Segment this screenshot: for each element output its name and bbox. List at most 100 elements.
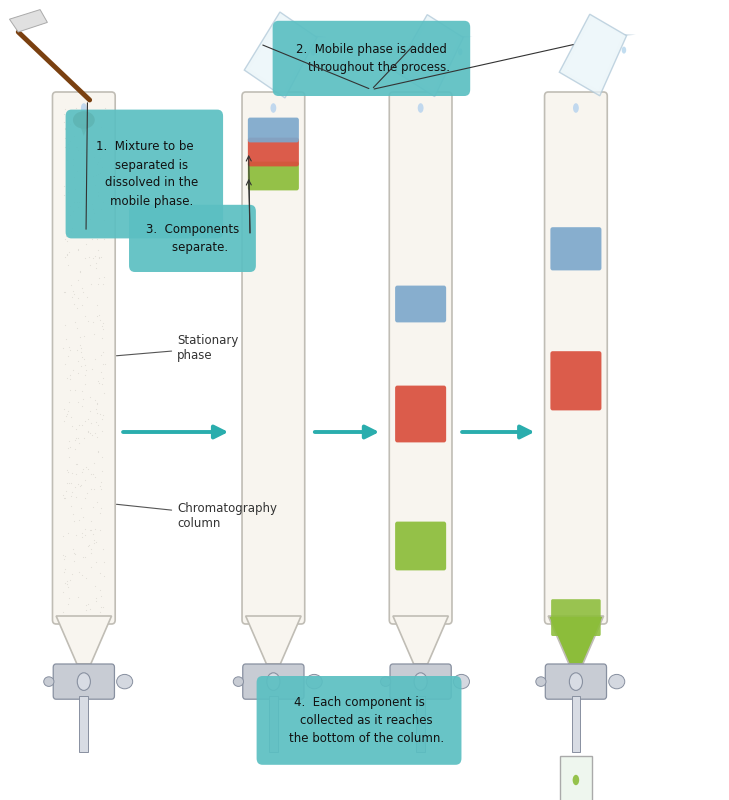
Point [71, 140, 83, 153]
Point [77, 462, 89, 475]
Point [77, 393, 89, 406]
Point [90, 178, 101, 191]
Point [77, 510, 89, 523]
Point [88, 137, 100, 150]
Point [74, 265, 86, 278]
Point [74, 338, 86, 351]
Point [87, 170, 98, 182]
Point [96, 319, 108, 332]
Point [79, 414, 90, 427]
Point [85, 467, 97, 480]
Point [69, 315, 81, 328]
Point [87, 327, 99, 340]
Point [98, 271, 110, 284]
Point [74, 196, 86, 209]
Point [95, 465, 107, 478]
Point [79, 105, 91, 118]
Point [63, 246, 75, 258]
Point [66, 291, 77, 304]
Point [71, 321, 83, 334]
Point [82, 540, 93, 553]
Point [90, 394, 101, 406]
Point [70, 422, 82, 435]
Point [92, 374, 104, 387]
Point [59, 576, 71, 589]
Point [95, 507, 106, 520]
Point [74, 120, 86, 133]
Point [62, 258, 74, 271]
Point [62, 186, 74, 199]
Ellipse shape [81, 103, 87, 113]
Bar [560, 756, 592, 800]
Point [96, 331, 108, 344]
Point [77, 120, 88, 133]
Point [77, 118, 89, 130]
Point [79, 550, 91, 563]
Point [97, 316, 109, 329]
Polygon shape [564, 18, 623, 90]
Point [81, 598, 93, 611]
Point [63, 142, 75, 154]
Polygon shape [250, 16, 313, 92]
Point [77, 126, 88, 139]
Point [67, 204, 79, 217]
Polygon shape [548, 616, 604, 664]
Point [80, 603, 92, 616]
Point [79, 199, 91, 212]
Point [77, 551, 88, 564]
Point [82, 413, 93, 426]
Point [97, 372, 109, 385]
Ellipse shape [117, 674, 133, 689]
Point [78, 330, 90, 342]
Point [90, 262, 101, 274]
Point [95, 567, 106, 580]
Point [77, 174, 89, 187]
Point [88, 456, 100, 469]
Point [64, 200, 76, 213]
Point [59, 132, 71, 145]
Point [90, 591, 101, 604]
Point [94, 167, 106, 180]
Point [70, 490, 82, 503]
FancyBboxPatch shape [248, 162, 299, 190]
Bar [572, 696, 580, 752]
Text: Stationary
phase: Stationary phase [117, 334, 238, 362]
Point [85, 514, 97, 527]
Point [92, 445, 104, 458]
Point [72, 244, 84, 257]
Point [78, 144, 90, 157]
Point [85, 546, 97, 559]
Point [66, 222, 77, 234]
Polygon shape [559, 14, 627, 96]
FancyBboxPatch shape [389, 92, 452, 624]
Point [63, 574, 75, 586]
Point [98, 556, 110, 569]
Point [88, 482, 100, 495]
Point [63, 405, 74, 418]
Point [69, 288, 80, 301]
Point [72, 291, 84, 304]
Point [71, 468, 82, 481]
Point [94, 151, 106, 164]
Point [91, 233, 103, 246]
Point [89, 353, 101, 366]
Point [77, 384, 88, 397]
FancyBboxPatch shape [551, 599, 601, 636]
Point [72, 396, 84, 409]
Point [98, 358, 109, 370]
Point [58, 107, 70, 120]
Point [75, 346, 87, 358]
Polygon shape [624, 34, 636, 36]
Point [95, 590, 106, 602]
FancyBboxPatch shape [273, 21, 470, 96]
Point [73, 566, 85, 578]
Point [95, 483, 107, 496]
FancyBboxPatch shape [545, 92, 607, 624]
Point [66, 419, 78, 432]
Point [74, 107, 86, 120]
Ellipse shape [44, 677, 54, 686]
Point [91, 406, 103, 419]
Point [89, 537, 101, 550]
Point [76, 118, 87, 130]
Point [89, 134, 101, 146]
